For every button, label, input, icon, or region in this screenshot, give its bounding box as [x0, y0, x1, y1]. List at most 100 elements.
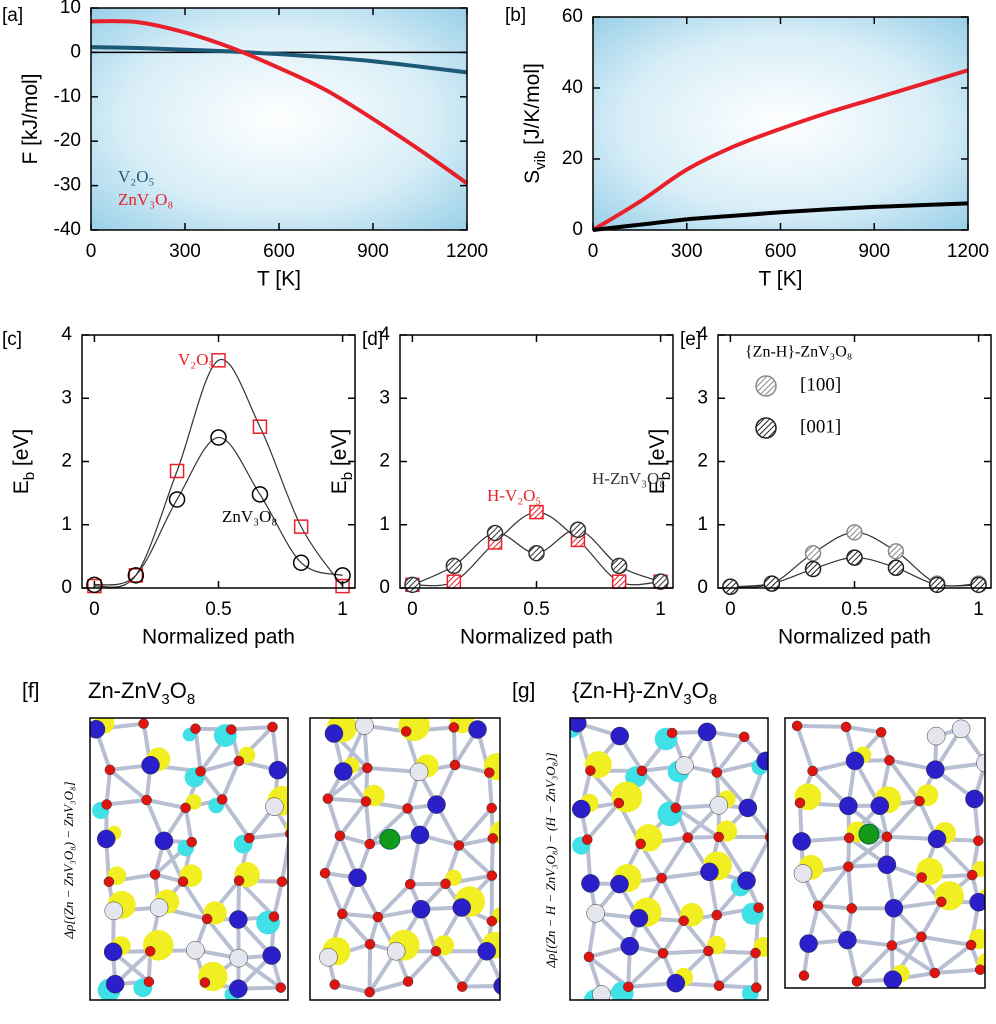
atom — [927, 829, 947, 849]
structure — [90, 718, 288, 1000]
bond — [363, 801, 372, 845]
atom — [493, 977, 500, 995]
x-tick-label: 600 — [765, 241, 797, 262]
y-axis-label: Eb [eV] — [646, 429, 675, 495]
atom — [738, 731, 750, 743]
atom — [275, 982, 287, 993]
text-part: [J/K/mol] — [521, 63, 544, 151]
x-tick-label: 1 — [337, 599, 348, 620]
marker — [887, 559, 905, 577]
bond — [715, 735, 746, 774]
marker — [168, 491, 186, 508]
y-axis-label: F [kJ/mol] — [19, 73, 42, 164]
atom — [883, 970, 903, 988]
x-tick-label: 1 — [655, 599, 666, 620]
x-tick-label: 0 — [407, 599, 418, 620]
y-tick-label: 2 — [379, 451, 390, 472]
marker — [846, 549, 863, 566]
text-part: E — [10, 480, 33, 494]
bond — [885, 799, 922, 839]
atom — [845, 751, 865, 771]
structure-frame — [309, 717, 501, 1001]
bond — [106, 798, 147, 807]
atom — [711, 909, 723, 921]
atom — [682, 832, 693, 843]
text-part: [eV] — [10, 429, 33, 472]
atom — [974, 964, 985, 975]
atom — [697, 722, 717, 742]
atom — [90, 720, 106, 739]
y-tick-label: 1 — [697, 514, 708, 535]
x-tick-label: 900 — [357, 241, 389, 262]
atom — [229, 948, 248, 968]
bond — [934, 967, 981, 975]
atom — [750, 947, 761, 959]
bond — [406, 949, 438, 983]
text-part: F [kJ/mol] — [19, 73, 42, 164]
atom — [486, 915, 498, 927]
atom — [582, 834, 593, 845]
x-axis-label: T [K] — [759, 268, 803, 291]
y-tick-label: 1 — [61, 514, 72, 535]
y-tick-label: 20 — [562, 148, 583, 169]
atom — [881, 831, 893, 843]
atom — [807, 765, 818, 777]
atom — [756, 751, 768, 771]
atom — [838, 930, 857, 950]
panel-label: [b] — [505, 5, 526, 26]
blob — [502, 971, 519, 988]
atom — [858, 823, 880, 845]
structure — [319, 718, 519, 998]
panel-label: [c] — [2, 329, 22, 350]
atom — [884, 755, 895, 766]
x-tick-label: 0.5 — [523, 599, 549, 620]
legend-marker — [755, 417, 777, 439]
bond — [890, 943, 936, 975]
bond — [181, 880, 209, 921]
bond — [434, 950, 464, 988]
panel-label: [f] — [22, 680, 40, 703]
bond — [845, 724, 882, 735]
atom — [427, 795, 446, 814]
bond — [817, 903, 852, 911]
atom — [969, 892, 985, 912]
atom — [700, 862, 719, 882]
text-part: b — [657, 472, 674, 480]
bond — [933, 943, 973, 975]
y-tick-label: 0 — [572, 219, 583, 240]
atom — [452, 898, 471, 917]
plot-area — [593, 17, 968, 230]
marker — [404, 576, 421, 594]
panel-title: Zn-ZnV3O8 — [88, 678, 195, 709]
atom — [486, 870, 498, 881]
atom — [951, 719, 971, 739]
bond — [846, 866, 854, 909]
marker — [446, 574, 462, 589]
y-tick-label: -40 — [54, 219, 81, 240]
y-tick-label: 0 — [61, 577, 72, 598]
y-tick-label: 0 — [70, 41, 81, 62]
atom — [738, 798, 758, 818]
atom — [103, 876, 115, 887]
atom — [973, 835, 984, 847]
x-tick-label: 0 — [86, 241, 97, 262]
marker — [445, 557, 463, 575]
plot-area — [91, 8, 467, 230]
atom — [670, 802, 682, 814]
atom — [199, 977, 211, 988]
atom — [334, 830, 346, 842]
atom — [753, 902, 764, 913]
text-part: b — [339, 472, 356, 480]
atom — [138, 718, 149, 729]
atom — [324, 724, 344, 743]
atom — [592, 985, 611, 1000]
bond — [104, 769, 112, 805]
x-axis-label: T [K] — [257, 268, 301, 291]
atom — [799, 934, 818, 953]
atom — [411, 900, 431, 919]
atom — [186, 940, 205, 960]
atom — [348, 868, 367, 888]
bond — [193, 728, 203, 772]
panel-ylabel: Δρ[(Zn − ZnV₃O₈) − ZnV₃O₈] — [61, 781, 76, 939]
marker — [128, 568, 144, 583]
